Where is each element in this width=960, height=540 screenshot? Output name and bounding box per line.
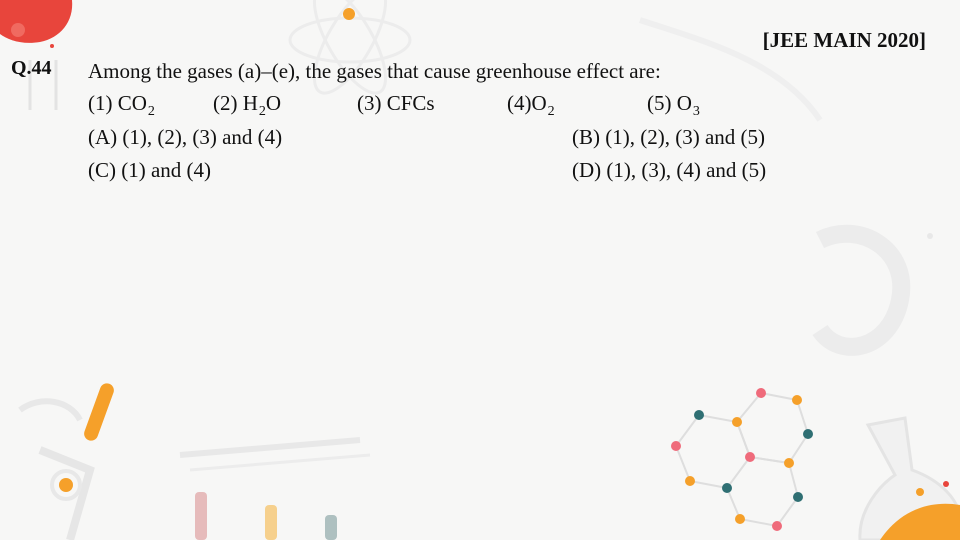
gas-item-4: (4)O2 [507,91,555,119]
gas-item-3: (3) CFCs [357,91,435,115]
flask-bottom-right-icon [858,416,960,540]
question-stem: Among the gases (a)–(e), the gases that … [88,59,661,83]
question-number: Q.44 [11,57,52,79]
gas-item-5: (5) O3 [647,91,700,119]
exam-source: [JEE MAIN 2020] [762,28,926,52]
flask-top-left-icon [0,0,73,110]
option-a: (A) (1), (2), (3) and (4) [88,125,283,149]
gas-item-2: (2) H2O [213,91,282,119]
test-tube-rack-icon [179,437,371,540]
option-d: (D) (1), (3), (4) and (5) [572,158,767,182]
option-c: (C) (1) and (4) [88,158,212,182]
microscope-icon [18,383,114,540]
gas-item-1: (1) CO2 [88,91,155,119]
molecule-atoms [671,388,813,531]
option-b: (B) (1), (2), (3) and (5) [572,125,766,149]
